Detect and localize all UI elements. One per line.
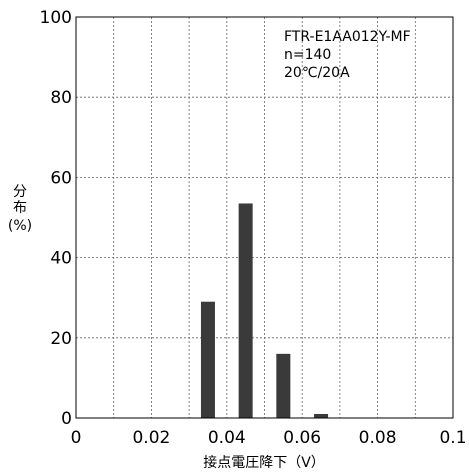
x-tick-label: 0.08: [359, 428, 397, 448]
x-tick-label: 0.04: [208, 428, 246, 448]
y-axis-label-line1: 分: [13, 184, 27, 200]
bar-1: [200, 301, 215, 418]
x-tick-label: 0: [71, 428, 82, 448]
grid-lines: [76, 17, 453, 418]
x-axis-label: 接点電圧降下（V）: [203, 454, 325, 471]
x-tick-label: 0.06: [283, 428, 321, 448]
x-tick-label: 0.02: [132, 428, 170, 448]
y-tick-labels: 0 20 40 60 80 100: [40, 8, 72, 429]
y-axis-label-line2: 布: [13, 200, 27, 216]
annotation-conditions: 20℃/20A: [284, 65, 350, 81]
annotation-count: n=140: [284, 47, 331, 63]
bar-2: [238, 203, 253, 418]
y-tick-label: 20: [50, 329, 72, 349]
y-tick-label: 0: [61, 409, 72, 429]
annotation-model: FTR-E1AA012Y-MF: [284, 29, 411, 45]
y-tick-label: 80: [50, 88, 72, 108]
bar-3: [276, 353, 291, 418]
y-tick-label: 40: [50, 249, 72, 269]
plot-frame: [75, 16, 454, 419]
bar-4: [314, 413, 329, 418]
x-tick-label: 0.1: [439, 428, 466, 448]
y-tick-label: 60: [50, 168, 72, 188]
y-tick-label: 100: [40, 8, 72, 28]
x-tick-labels: 0 0.02 0.04 0.06 0.08 0.1: [71, 428, 467, 448]
bars: [200, 203, 329, 418]
y-axis-label-line3: (%): [8, 218, 32, 234]
